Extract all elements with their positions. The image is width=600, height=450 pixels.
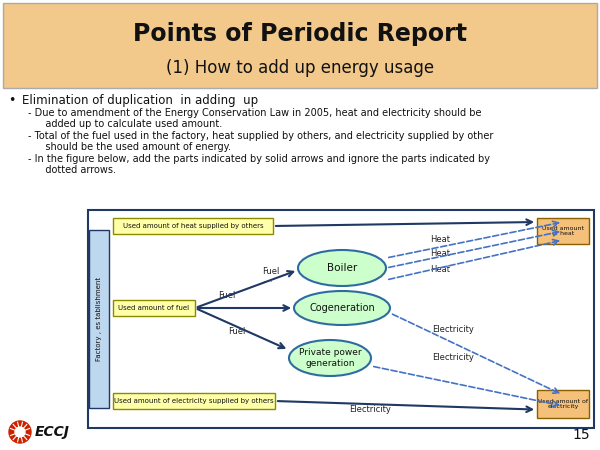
Text: (1) How to add up energy usage: (1) How to add up energy usage bbox=[166, 59, 434, 77]
Ellipse shape bbox=[289, 340, 371, 376]
Text: ....: .... bbox=[262, 275, 272, 284]
Text: Heat: Heat bbox=[430, 266, 450, 274]
Text: Used amount
of heat: Used amount of heat bbox=[542, 225, 584, 236]
Text: Used amount of electricity supplied by others: Used amount of electricity supplied by o… bbox=[114, 398, 274, 404]
Text: Used amount of fuel: Used amount of fuel bbox=[118, 305, 190, 311]
Text: Cogeneration: Cogeneration bbox=[309, 303, 375, 313]
Text: Heat: Heat bbox=[430, 249, 450, 258]
Circle shape bbox=[9, 421, 31, 443]
Text: Private power
generation: Private power generation bbox=[299, 348, 361, 368]
Text: Factory , es tablishment: Factory , es tablishment bbox=[96, 277, 102, 361]
FancyBboxPatch shape bbox=[537, 390, 589, 418]
Text: ECCJ: ECCJ bbox=[35, 425, 70, 439]
FancyBboxPatch shape bbox=[89, 230, 109, 408]
Text: Fuel: Fuel bbox=[218, 292, 235, 301]
Text: •: • bbox=[8, 94, 16, 107]
Text: Elimination of duplication  in adding  up: Elimination of duplication in adding up bbox=[22, 94, 258, 107]
FancyBboxPatch shape bbox=[113, 393, 275, 409]
Text: Points of Periodic Report: Points of Periodic Report bbox=[133, 22, 467, 46]
Text: Electricity: Electricity bbox=[349, 405, 391, 414]
Text: Used amount of heat supplied by others: Used amount of heat supplied by others bbox=[122, 223, 263, 229]
Text: - Due to amendment of the Energy Conservation Law in 2005, heat and electricity : - Due to amendment of the Energy Conserv… bbox=[28, 108, 482, 118]
Text: - Total of the fuel used in the factory, heat supplied by others, and electricit: - Total of the fuel used in the factory,… bbox=[28, 131, 493, 141]
Text: should be the used amount of energy.: should be the used amount of energy. bbox=[36, 142, 231, 152]
Text: Used amount of
electricity: Used amount of electricity bbox=[538, 399, 588, 410]
Text: Heat: Heat bbox=[430, 235, 450, 244]
FancyBboxPatch shape bbox=[537, 218, 589, 244]
Text: Fuel: Fuel bbox=[228, 328, 245, 337]
Text: Fuel: Fuel bbox=[262, 267, 280, 276]
Text: Electricity: Electricity bbox=[432, 325, 474, 334]
FancyBboxPatch shape bbox=[113, 218, 273, 234]
Text: dotted arrows.: dotted arrows. bbox=[36, 165, 116, 175]
FancyBboxPatch shape bbox=[3, 3, 597, 88]
Ellipse shape bbox=[294, 291, 390, 325]
Text: 15: 15 bbox=[572, 428, 590, 442]
Ellipse shape bbox=[298, 250, 386, 286]
Text: added up to calculate used amount.: added up to calculate used amount. bbox=[36, 119, 222, 129]
Text: Boiler: Boiler bbox=[327, 263, 357, 273]
FancyBboxPatch shape bbox=[113, 300, 195, 316]
Text: - In the figure below, add the parts indicated by solid arrows and ignore the pa: - In the figure below, add the parts ind… bbox=[28, 154, 490, 164]
Circle shape bbox=[15, 427, 25, 437]
FancyBboxPatch shape bbox=[88, 210, 594, 428]
Text: Electricity: Electricity bbox=[432, 354, 474, 363]
